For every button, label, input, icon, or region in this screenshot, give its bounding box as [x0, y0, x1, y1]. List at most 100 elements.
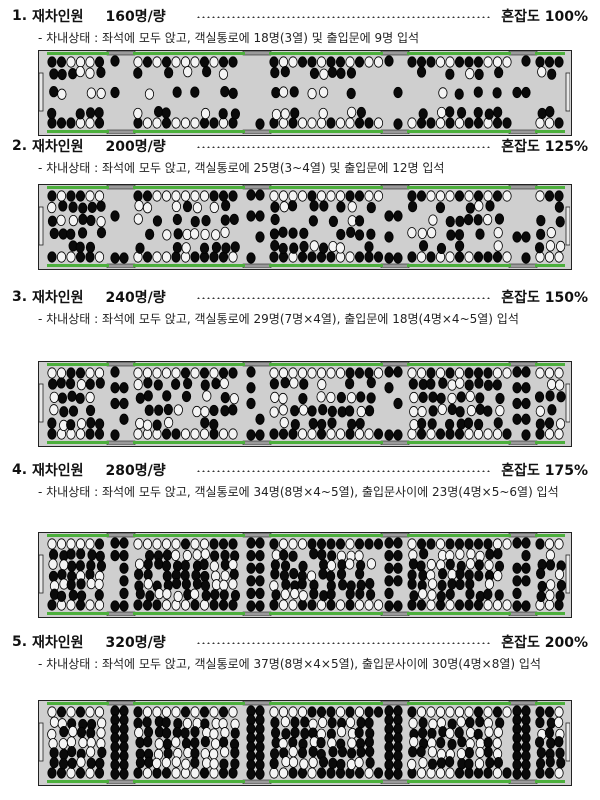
passenger-mark: [445, 588, 455, 600]
passenger-mark: [119, 537, 129, 549]
passenger-mark: [535, 117, 545, 129]
passenger-mark: [280, 716, 290, 728]
passenger-mark: [86, 214, 96, 227]
passenger-mark: [171, 706, 181, 718]
passenger-mark: [173, 404, 183, 416]
passenger-mark: [544, 367, 555, 379]
passenger-mark: [316, 428, 327, 440]
passenger-mark: [95, 418, 105, 430]
passenger-mark: [199, 190, 210, 202]
passenger-mark: [230, 747, 240, 759]
passenger-mark: [299, 378, 309, 390]
passenger-mark: [133, 67, 143, 79]
passenger-mark: [200, 736, 210, 748]
passenger-mark: [484, 726, 494, 738]
passenger-mark: [335, 190, 346, 202]
passenger-mark: [554, 568, 565, 580]
passenger-mark: [364, 706, 374, 718]
passenger-mark: [281, 756, 291, 768]
passenger-mark: [326, 588, 336, 600]
passenger-mark: [435, 428, 446, 440]
car-end-left: [39, 206, 44, 246]
passenger-mark: [494, 589, 504, 601]
passenger-mark: [354, 756, 364, 769]
passenger-mark: [307, 367, 317, 379]
passenger-mark: [534, 242, 545, 254]
door-bottom: [508, 129, 538, 134]
passenger-mark: [544, 56, 555, 68]
door-top: [242, 701, 272, 706]
passenger-mark: [180, 56, 191, 68]
passenger-mark: [152, 757, 162, 769]
passenger-count: 160명/량: [105, 9, 166, 25]
passenger-mark: [162, 390, 172, 402]
passenger-mark: [475, 746, 485, 759]
passenger-mark: [393, 562, 403, 574]
seat-bench-bottom: [535, 130, 565, 133]
passenger-mark: [47, 190, 57, 202]
passenger-mark: [181, 242, 191, 254]
passenger-mark: [59, 726, 69, 738]
passenger-mark: [426, 117, 436, 129]
passenger-mark: [335, 538, 346, 550]
passenger-mark: [209, 728, 219, 740]
passenger-mark: [556, 579, 566, 592]
passenger-mark: [512, 382, 522, 394]
passenger-mark: [354, 251, 365, 263]
passenger-mark: [75, 767, 86, 779]
passenger-mark: [492, 767, 503, 779]
passenger-mark: [75, 706, 86, 718]
passenger-mark: [229, 568, 239, 580]
car-plan-svg: [39, 51, 570, 134]
passenger-mark: [427, 589, 437, 601]
passenger-mark: [384, 210, 394, 222]
car-plan-svg: [39, 362, 570, 445]
passenger-mark: [255, 600, 265, 612]
passenger-mark: [492, 706, 503, 718]
passenger-mark: [154, 738, 164, 750]
passenger-mark: [246, 252, 256, 264]
seat-bench-top: [133, 52, 245, 55]
passenger-mark: [319, 200, 329, 212]
passenger-mark: [110, 382, 120, 394]
passenger-mark: [345, 56, 355, 68]
passenger-mark: [326, 428, 336, 440]
passenger-mark: [502, 767, 512, 779]
seat-bench-bottom: [133, 612, 245, 615]
passenger-mark: [355, 588, 365, 600]
passenger-mark: [199, 599, 210, 611]
passenger-mark: [220, 214, 230, 226]
passenger-mark: [209, 251, 219, 263]
passenger-mark: [307, 538, 317, 550]
passenger-mark: [49, 404, 59, 416]
passenger-mark: [269, 599, 279, 611]
passenger-mark: [85, 67, 95, 79]
passenger-mark: [326, 767, 336, 779]
passenger-mark: [142, 706, 153, 718]
passenger-mark: [199, 367, 210, 379]
passenger-mark: [384, 768, 394, 780]
passenger-mark: [219, 758, 229, 770]
passenger-mark: [172, 86, 182, 98]
passenger-mark: [416, 56, 427, 68]
passenger-mark: [230, 108, 241, 120]
passenger-mark: [190, 747, 200, 759]
passenger-mark: [465, 202, 475, 214]
passenger-mark: [180, 727, 190, 739]
passenger-mark: [464, 747, 474, 759]
passenger-mark: [199, 117, 210, 129]
passenger-mark: [134, 200, 144, 212]
passenger-mark: [77, 227, 88, 239]
passenger-mark: [161, 251, 172, 263]
passenger-mark: [96, 216, 106, 228]
passenger-mark: [393, 118, 403, 130]
passenger-mark: [211, 378, 221, 390]
door-top: [242, 533, 272, 538]
passenger-mark: [483, 405, 493, 417]
passenger-mark: [182, 717, 193, 729]
passenger-mark: [75, 56, 86, 68]
passenger-mark: [428, 718, 438, 730]
passenger-mark: [221, 199, 231, 212]
passenger-mark: [190, 251, 200, 263]
passenger-mark: [473, 86, 483, 98]
